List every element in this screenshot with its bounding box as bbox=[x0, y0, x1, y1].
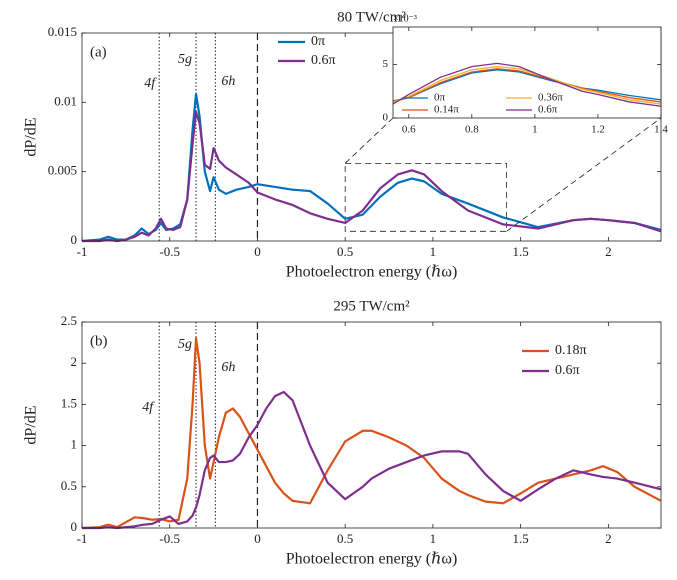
series-line bbox=[82, 110, 662, 243]
y-tick-label: 0 bbox=[383, 112, 389, 124]
x-tick-label: 1 bbox=[532, 124, 538, 136]
level-label: 4f bbox=[144, 76, 157, 91]
panel-label: (a) bbox=[90, 44, 107, 60]
x-axis-label: Photoelectron energy (ℏω) bbox=[286, 264, 458, 281]
y-multiplier: ×10⁻³ bbox=[393, 13, 417, 24]
legend-label: 0.36π bbox=[538, 92, 563, 104]
series-line bbox=[82, 390, 662, 530]
x-tick-label: -1 bbox=[77, 244, 88, 259]
x-tick-label: -1 bbox=[77, 531, 88, 546]
y-tick-label: 5 bbox=[383, 58, 389, 70]
chart-title: 295 TW/cm² bbox=[333, 298, 410, 314]
legend-label: 0π bbox=[434, 92, 446, 104]
axes-frame bbox=[392, 26, 662, 119]
y-tick-label: 0.5 bbox=[61, 478, 77, 493]
x-axis-label: Photoelectron energy (ℏω) bbox=[286, 551, 458, 568]
legend-label: 0π bbox=[311, 34, 325, 49]
level-label: 4f bbox=[142, 400, 155, 415]
x-tick-label: 1 bbox=[430, 531, 437, 546]
series-line bbox=[81, 337, 662, 530]
y-tick-label: 2.5 bbox=[61, 313, 77, 328]
series-line bbox=[393, 68, 661, 103]
x-tick-label: 0 bbox=[254, 531, 261, 546]
x-tick-label: 1.2 bbox=[591, 124, 605, 136]
y-tick-label: 1 bbox=[71, 437, 78, 452]
x-tick-label: 0.6 bbox=[402, 124, 416, 136]
y-tick-label: 1.5 bbox=[61, 395, 77, 410]
y-axis-label: dP/dE bbox=[23, 405, 40, 444]
x-tick-label: 2 bbox=[605, 244, 612, 259]
y-tick-label: 2 bbox=[71, 354, 78, 369]
x-tick-label: 0.5 bbox=[337, 531, 353, 546]
panel-label: (b) bbox=[90, 333, 108, 349]
x-tick-label: 1.5 bbox=[513, 244, 529, 259]
y-tick-label: 0 bbox=[71, 519, 78, 534]
legend-label: 0.14π bbox=[434, 104, 459, 116]
y-axis-label: dP/dE bbox=[23, 117, 40, 156]
level-label: 5g bbox=[178, 52, 192, 67]
y-tick-label: 0 bbox=[71, 232, 78, 247]
x-tick-label: 1.4 bbox=[654, 124, 668, 136]
zoom-box bbox=[344, 162, 508, 232]
y-tick-label: 0.005 bbox=[48, 163, 77, 178]
series-line bbox=[393, 62, 661, 107]
series-line bbox=[393, 65, 661, 105]
axes-frame bbox=[81, 32, 662, 242]
y-tick-label: 0.01 bbox=[54, 93, 77, 108]
level-label: 6h bbox=[221, 360, 235, 375]
y-tick-label: 0.015 bbox=[48, 24, 77, 39]
zoom-connector bbox=[344, 117, 394, 164]
legend-label: 0.6π bbox=[555, 363, 580, 378]
legend-label: 0.6π bbox=[538, 104, 558, 116]
legend-label: 0.18π bbox=[555, 343, 587, 358]
x-tick-label: -0.5 bbox=[159, 244, 180, 259]
x-tick-label: 0.8 bbox=[465, 124, 479, 136]
x-tick-label: 1 bbox=[430, 244, 437, 259]
axes-frame bbox=[81, 321, 662, 529]
zoom-connector bbox=[506, 117, 662, 232]
level-label: 5g bbox=[178, 337, 192, 352]
x-tick-label: -0.5 bbox=[159, 531, 180, 546]
level-label: 6h bbox=[221, 74, 235, 89]
x-tick-label: 0.5 bbox=[337, 244, 353, 259]
chart-title: 80 TW/cm² bbox=[337, 9, 406, 25]
x-tick-label: 1.5 bbox=[513, 531, 529, 546]
x-tick-label: 2 bbox=[605, 531, 612, 546]
x-tick-label: 0 bbox=[254, 244, 261, 259]
legend-label: 0.6π bbox=[311, 53, 336, 68]
